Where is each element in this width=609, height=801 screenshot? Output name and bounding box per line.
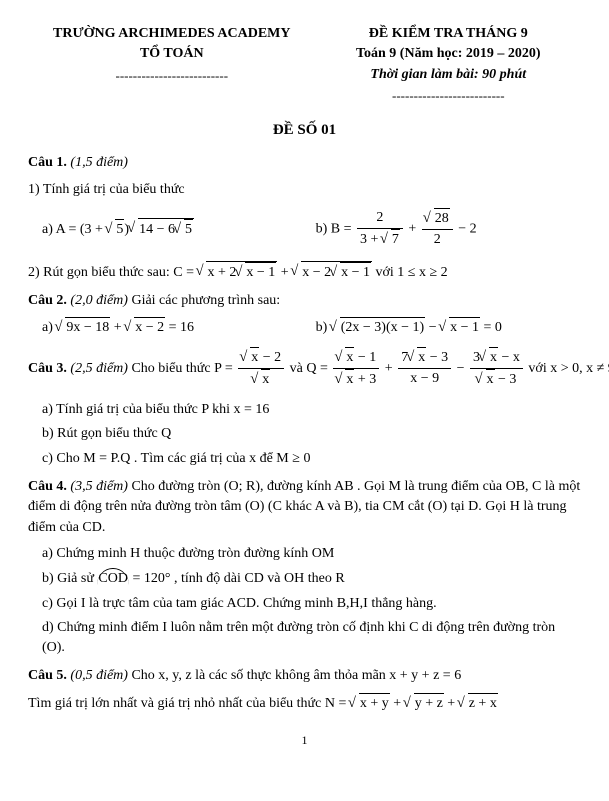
q1b: b) B = 23 + 7 + 282 − 2 — [316, 208, 581, 251]
q3-Q2: 7x − 3x − 9 — [396, 347, 453, 390]
q5-heading: Câu 5. (0,5 điểm) Cho x, y, z là các số … — [28, 666, 581, 686]
sqrt-icon: x — [241, 347, 259, 368]
q1a-f1-sqrt: 5 — [115, 219, 124, 240]
q5-line2: Tìm giá trị lớn nhất và giá trị nhỏ nhất… — [28, 693, 581, 714]
arc-icon: COD — [97, 568, 129, 589]
sqrt-icon: x − 2x − 1 — [292, 261, 372, 283]
sqrt-icon: x − 1 — [236, 262, 276, 283]
sqrt-icon: 5 — [175, 219, 193, 240]
sqrt-icon: x — [252, 369, 270, 390]
q1-part1-stem: 1) Tính giá trị của biểu thức — [28, 180, 581, 200]
q1b-frac2: 282 — [420, 208, 455, 251]
dash-left: -------------------------- — [28, 67, 316, 86]
q3-points: (2,5 điểm) — [70, 361, 128, 376]
q5-label: Câu 5. — [28, 668, 67, 683]
sqrt-icon: z + x — [459, 693, 498, 714]
q3-P: x − 2x — [236, 347, 286, 391]
q1b-prefix: b) B = — [316, 222, 355, 237]
q4b: b) Giả sử COD = 120° , tính độ dài CD và… — [42, 568, 581, 589]
q1-part2: 2) Rút gọn biểu thức sau: C = x + 2x − 1… — [28, 261, 581, 283]
sqrt-icon: x — [336, 347, 354, 368]
sqrt-icon: y + z — [405, 693, 444, 714]
q2-ab-row: a) 9x − 18 + x − 2 = 16 b) (2x − 3)(x − … — [28, 317, 581, 338]
q4c: c) Gọi I là trực tâm của tam giác ACD. C… — [42, 594, 581, 614]
q1-points: (1,5 điểm) — [70, 155, 128, 170]
sqrt-icon: x + 2x − 1 — [197, 261, 277, 283]
sqrt-icon: x − 1 — [331, 262, 371, 283]
exam-subject: Toán 9 (Năm học: 2019 – 2020) — [316, 44, 581, 64]
q3-heading: Câu 3. (2,5 điểm) Cho biểu thức P = x − … — [28, 347, 581, 391]
sqrt-icon: x — [408, 347, 426, 368]
q2a: a) 9x − 18 + x − 2 = 16 — [42, 317, 307, 338]
sqrt-icon: 9x − 18 — [56, 317, 110, 338]
q3-label: Câu 3. — [28, 361, 67, 376]
q1a-prefix: a) A = — [42, 222, 80, 237]
q5-stem: Cho x, y, z là các số thực không âm thỏa… — [131, 668, 461, 683]
q2-stem: Giải các phương trình sau: — [131, 293, 280, 308]
q2-label: Câu 2. — [28, 293, 67, 308]
q4d: d) Chứng minh điểm I luôn nằm trên một đ… — [42, 618, 581, 659]
doc-header: TRƯỜNG ARCHIMEDES ACADEMY TỔ TOÁN ------… — [28, 24, 581, 106]
page-number: 1 — [28, 732, 581, 749]
q3-Q3: 3x − xx − 3 — [468, 347, 525, 391]
q4-label: Câu 4. — [28, 479, 67, 494]
sqrt-icon: 5 — [106, 219, 124, 240]
sqrt-icon: 7 — [382, 229, 400, 250]
sqrt-icon: x — [477, 369, 495, 390]
q3a: a) Tính giá trị của biểu thức P khi x = … — [42, 400, 581, 420]
q2-points: (2,0 điểm) — [70, 293, 128, 308]
q1a: a) A = (3 + 5)14 − 65 — [42, 218, 307, 240]
q5-points: (0,5 điểm) — [70, 668, 128, 683]
q1a-f2: 14 − 65 — [138, 218, 194, 240]
sqrt-icon: 28 — [425, 208, 450, 229]
exam-title: ĐỀ KIỂM TRA THÁNG 9 — [316, 24, 581, 44]
sqrt-icon: x + y — [350, 693, 390, 714]
q2-heading: Câu 2. (2,0 điểm) Giải các phương trình … — [28, 291, 581, 311]
q1b-frac1: 23 + 7 — [355, 208, 405, 251]
q4a: a) Chứng minh H thuộc đường tròn đường k… — [42, 544, 581, 564]
q1-ab-row: a) A = (3 + 5)14 − 65 b) B = 23 + 7 + 28… — [28, 208, 581, 251]
sqrt-icon: 14 − 65 — [129, 218, 194, 240]
sqrt-icon: x — [480, 347, 498, 368]
exam-duration: Thời gian làm bài: 90 phút — [316, 65, 581, 85]
exam-number: ĐỀ SỐ 01 — [28, 120, 581, 142]
q1a-f1-open: (3 + — [80, 222, 107, 237]
dash-right: -------------------------- — [316, 87, 581, 106]
q1-label: Câu 1. — [28, 155, 67, 170]
q1-heading: Câu 1. (1,5 điểm) — [28, 153, 581, 173]
sqrt-icon: x − 1 — [440, 317, 480, 338]
header-right: ĐỀ KIỂM TRA THÁNG 9 Toán 9 (Năm học: 201… — [316, 24, 581, 106]
dept-name: TỔ TOÁN — [28, 44, 316, 64]
q2b: b) (2x − 3)(x − 1) − x − 1 = 0 — [316, 317, 581, 338]
q3c: c) Cho M = P.Q . Tìm các giá trị của x đ… — [42, 449, 581, 469]
school-name: TRƯỜNG ARCHIMEDES ACADEMY — [28, 24, 316, 44]
sqrt-icon: x — [336, 369, 354, 390]
q4-heading: Câu 4. (3,5 điểm) Cho đường tròn (O; R),… — [28, 477, 581, 538]
q3-Q1: x − 1x + 3 — [331, 347, 381, 391]
header-left: TRƯỜNG ARCHIMEDES ACADEMY TỔ TOÁN ------… — [28, 24, 316, 106]
q4-points: (3,5 điểm) — [70, 479, 128, 494]
sqrt-icon: x − 2 — [125, 317, 165, 338]
sqrt-icon: (2x − 3)(x − 1) — [331, 317, 425, 338]
q3b: b) Rút gọn biểu thức Q — [42, 424, 581, 444]
